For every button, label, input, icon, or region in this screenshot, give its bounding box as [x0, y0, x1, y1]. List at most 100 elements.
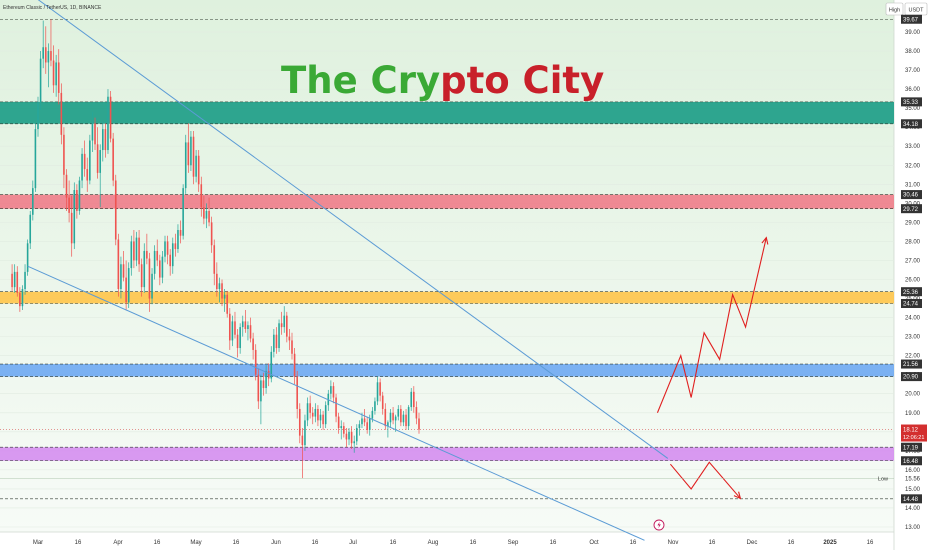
- candle: [340, 420, 343, 440]
- price-label-box: [901, 190, 922, 200]
- candle-body: [57, 62, 60, 93]
- price-label-text: 39.67: [903, 17, 919, 23]
- candle: [120, 256, 122, 299]
- candle: [16, 266, 19, 297]
- candle-body: [210, 222, 213, 246]
- candle: [135, 231, 138, 267]
- candle: [83, 140, 86, 177]
- channel-line-upper: [37, 0, 669, 459]
- candle: [280, 311, 283, 335]
- candle: [350, 426, 353, 449]
- candle-body: [252, 338, 254, 350]
- candle: [107, 89, 109, 154]
- candle-body: [407, 407, 410, 427]
- candle-body: [13, 271, 16, 288]
- candle-body: [363, 418, 366, 423]
- candle: [44, 26, 47, 74]
- price-label-tag: 34.18: [901, 119, 922, 129]
- candle: [146, 233, 148, 265]
- candle: [387, 420, 389, 438]
- candle-body: [161, 256, 164, 278]
- candle-body: [368, 418, 371, 430]
- candle: [236, 329, 239, 358]
- candle: [151, 268, 153, 305]
- candle-body: [164, 241, 166, 257]
- candle: [187, 123, 190, 173]
- candle: [278, 319, 280, 352]
- time-axis: Mar 16 Apr 16 May 16 Jun 16 Jul 16 Aug 16 Sep 16 Oct 16…: [33, 540, 874, 546]
- price-label-tag: 24.74: [901, 298, 922, 308]
- candle-body: [16, 271, 19, 293]
- candle-body: [112, 138, 114, 181]
- high-button[interactable]: High: [885, 2, 904, 16]
- candle: [203, 195, 205, 225]
- candle: [298, 403, 301, 444]
- time-tick-label: 2025: [823, 540, 837, 546]
- candle: [91, 111, 94, 152]
- candle: [104, 123, 107, 158]
- candle: [70, 195, 73, 257]
- candle: [127, 262, 130, 309]
- candle-body: [187, 142, 190, 166]
- price-tick-label: 36.00: [905, 87, 921, 93]
- candle: [138, 230, 140, 272]
- candle-body: [355, 428, 358, 442]
- candle-body: [21, 289, 24, 307]
- price-label-text: 17.19: [903, 445, 919, 451]
- candle-body: [257, 374, 260, 402]
- time-tick-label: 16: [312, 540, 319, 546]
- candle-body: [208, 210, 210, 223]
- candle: [32, 180, 34, 221]
- candle: [413, 386, 415, 413]
- candle: [265, 365, 267, 394]
- candle-body: [143, 250, 146, 288]
- candle-body: [314, 408, 317, 417]
- candle-body: [166, 241, 169, 255]
- candle-body: [107, 96, 109, 151]
- candle: [42, 20, 44, 69]
- low-price-text: 15.56: [905, 476, 921, 482]
- zone-band: [0, 194, 894, 209]
- candle: [291, 332, 293, 360]
- candle: [153, 245, 156, 280]
- candle-body: [247, 325, 249, 329]
- projection-arrow-down: [669, 461, 741, 499]
- candle-body: [343, 426, 345, 434]
- price-label-tag: 16.48: [901, 456, 922, 466]
- candle-body: [387, 422, 389, 427]
- time-tick-label: Mar: [33, 540, 43, 546]
- candle: [304, 414, 306, 451]
- candle-body: [306, 403, 309, 421]
- price-tick-label: 20.00: [905, 392, 921, 398]
- candle: [117, 233, 120, 297]
- flash-icon[interactable]: [653, 519, 665, 531]
- candle: [410, 388, 413, 411]
- candle: [306, 397, 309, 427]
- candle: [182, 184, 184, 240]
- channel-line-lower: [27, 265, 645, 541]
- candle-body: [81, 153, 83, 181]
- candle-body: [190, 136, 192, 166]
- candle: [355, 424, 358, 446]
- price-label-tag: 21.56: [901, 359, 922, 369]
- price-label-box: [901, 359, 922, 369]
- candle: [283, 306, 286, 333]
- currency-button[interactable]: USDT: [904, 2, 928, 16]
- candle-body: [197, 155, 200, 185]
- price-label-tag: 25.36: [901, 287, 922, 297]
- candle-body: [70, 212, 73, 244]
- candle: [190, 131, 192, 171]
- candle-body: [42, 47, 44, 59]
- time-tick-label: 16: [470, 540, 477, 546]
- candle: [249, 317, 252, 343]
- candle-body: [192, 136, 195, 177]
- candle-body: [366, 422, 368, 430]
- candle-body: [153, 250, 156, 274]
- candle: [68, 180, 70, 223]
- candle-body: [397, 408, 400, 417]
- price-label-tag: 35.33: [901, 97, 922, 107]
- candle-body: [68, 197, 70, 213]
- time-tick-label: Oct: [589, 540, 599, 546]
